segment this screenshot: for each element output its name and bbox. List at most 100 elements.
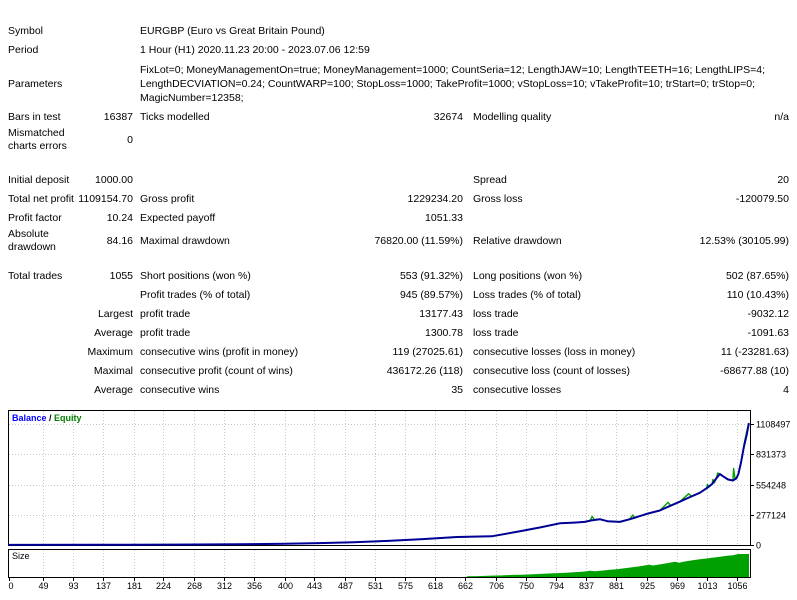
value: 1055	[109, 270, 133, 282]
strategy-tester-report-table: Symbol EURGBP (Euro vs Great Britain Poun…	[0, 22, 797, 400]
x-tick-label: 706	[489, 581, 504, 591]
metric-value: -1091.63	[747, 327, 789, 339]
value: 84.16	[106, 234, 133, 247]
metric-value: 32674	[433, 111, 463, 123]
value	[82, 22, 140, 41]
x-tick-label: 312	[217, 581, 232, 591]
size-bars	[466, 554, 749, 577]
x-tick-label: 268	[187, 581, 202, 591]
value: Average	[94, 327, 133, 339]
metric-label: consecutive wins (profit in money)	[140, 346, 299, 358]
x-tick-label: 662	[458, 581, 473, 591]
legend-balance: Balance	[12, 413, 47, 423]
x-tick-label: 750	[519, 581, 534, 591]
metric-value: 1051.33	[425, 212, 463, 224]
row-label: Absolute drawdown	[8, 228, 56, 253]
metric-value: -9032.12	[747, 308, 789, 320]
value: 0	[127, 133, 133, 146]
section-gap	[8, 254, 789, 267]
metric-label: Loss trades (% of total)	[473, 289, 581, 301]
metric-label: consecutive losses	[473, 384, 562, 396]
row-label: Profit factor	[8, 212, 62, 224]
size-panel-border-top	[8, 549, 751, 578]
metric-label	[473, 41, 660, 60]
row-label	[8, 362, 82, 381]
value: Largest	[97, 308, 133, 320]
row-label	[8, 324, 82, 343]
row-label: Total trades	[8, 270, 63, 282]
row-label: Mismatched charts errors	[8, 127, 67, 152]
x-tick-label: 881	[609, 581, 624, 591]
metric-value: -68677.88 (10)	[720, 365, 789, 377]
x-axis-labels: 0 49 93 137 181 224 268 312 356 400 443 487 531 575 61…	[8, 577, 748, 591]
x-tick-label: 137	[96, 581, 111, 591]
metric-label	[140, 171, 340, 190]
x-tick-label: 837	[579, 581, 594, 591]
x-tick-label: 618	[428, 581, 443, 591]
metric-label: loss trade	[473, 327, 519, 339]
y-tick-label: 277124	[756, 511, 786, 521]
metric-label: Gross profit	[140, 193, 195, 205]
metric-label: Profit trades (% of total)	[140, 289, 251, 301]
metric-label: Long positions (won %)	[473, 270, 583, 282]
metric-value: 11 (-23281.63)	[720, 346, 789, 358]
parameters-line: FixLot=0; MoneyManagementOn=true; MoneyM…	[140, 64, 766, 76]
value: 1000.00	[95, 174, 133, 186]
metric-label: Ticks modelled	[140, 111, 210, 123]
y-tick-label: 1108497	[756, 420, 790, 430]
metric-label: Expected payoff	[140, 212, 216, 224]
x-tick-label: 49	[38, 581, 48, 591]
x-tick-label: 531	[368, 581, 383, 591]
x-tick-label: 400	[278, 581, 293, 591]
metric-label: Relative drawdown	[473, 234, 562, 247]
x-tick-label: 794	[549, 581, 564, 591]
metric-value: 1229234.20	[407, 193, 463, 205]
row-label: Symbol	[8, 25, 44, 37]
metric-value	[340, 22, 473, 41]
metric-label: EURGBP (Euro vs Great Britain Pound)	[140, 25, 325, 37]
value: 16387	[103, 111, 133, 123]
y-tick-label: 0	[756, 541, 761, 551]
metric-value: 945 (89.57%)	[399, 289, 463, 301]
value: 10.24	[106, 212, 133, 224]
x-tick-label: 356	[247, 581, 262, 591]
row-label: Period	[8, 44, 39, 56]
y-axis-labels: 0 277124 554248 831373 1108497	[750, 420, 790, 551]
parameters-value: FixLot=0; MoneyManagementOn=true; MoneyM…	[140, 60, 789, 108]
metric-value: 4	[783, 384, 789, 396]
metric-value: 1300.78	[425, 327, 463, 339]
x-tick-label: 93	[68, 581, 78, 591]
balance-panel-border	[8, 410, 751, 546]
metric-label: loss trade	[473, 308, 519, 320]
row-label	[8, 286, 82, 305]
section-gap	[8, 153, 789, 171]
row-label: Initial deposit	[8, 174, 70, 186]
metric-value	[340, 127, 473, 153]
metric-value: 20	[777, 174, 789, 186]
size-panel-label: Size	[12, 551, 30, 561]
metric-value: 35	[451, 384, 463, 396]
x-tick-label: 925	[640, 581, 655, 591]
row-label	[8, 343, 82, 362]
metric-label: consecutive wins	[140, 384, 220, 396]
metric-value: 502 (87.65%)	[725, 270, 789, 282]
row-label: Parameters	[8, 77, 63, 90]
metric-label: consecutive profit (count of wins)	[140, 365, 293, 377]
x-tick-label: 969	[670, 581, 685, 591]
metric-label: profit trade	[140, 327, 191, 339]
metric-value: 110 (10.43%)	[726, 289, 789, 301]
row-label	[8, 381, 82, 400]
metric-label: Modelling quality	[473, 111, 552, 123]
x-tick-label: 575	[398, 581, 413, 591]
value: Maximal	[93, 365, 133, 377]
metric-label: Short positions (won %)	[140, 270, 251, 282]
x-tick-label: 224	[156, 581, 171, 591]
metric-label: Maximal drawdown	[140, 234, 230, 247]
metric-value: 436172.26 (118)	[386, 365, 463, 377]
metric-value	[660, 41, 789, 60]
metric-value: 119 (27025.61)	[392, 346, 463, 358]
metric-value: n/a	[774, 111, 789, 123]
metric-label: Spread	[473, 174, 507, 186]
y-tick-label: 831373	[756, 450, 786, 460]
metric-label: 1 Hour (H1) 2020.11.23 20:00 - 2023.07.0…	[140, 44, 370, 56]
